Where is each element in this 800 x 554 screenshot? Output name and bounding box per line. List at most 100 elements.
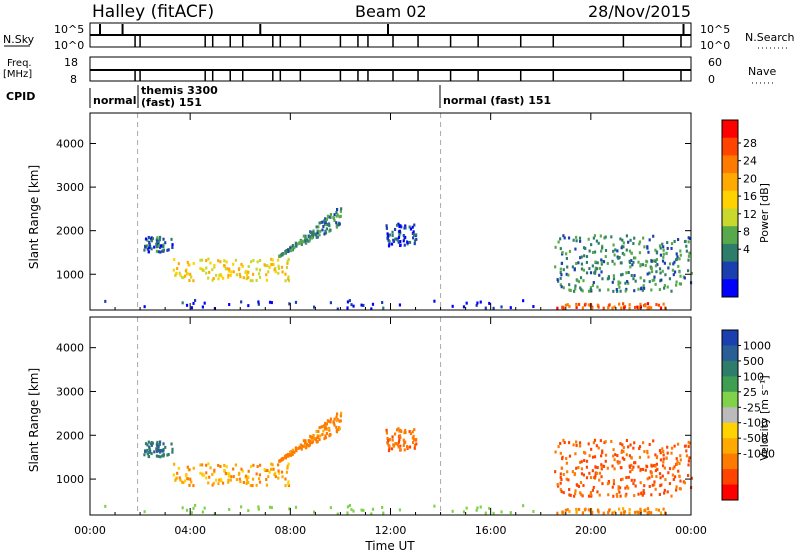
velocity-point [232,475,235,479]
power-point [403,226,406,230]
power-point [650,306,653,310]
velocity-point [628,464,631,468]
velocity-point [661,474,664,478]
power-point [397,240,400,244]
velocity-point [567,478,570,482]
power-point [158,238,161,242]
velocity-point [623,511,626,515]
power-point [300,239,303,243]
velocity-point [413,443,417,447]
power-point [594,266,597,270]
power-point [318,233,321,237]
velocity-point [637,492,640,496]
velocity-point [257,507,260,511]
power-point [647,250,650,254]
velocity-point [559,441,562,445]
velocity-point [192,506,195,510]
power-point [645,260,649,264]
velocity-point [663,488,666,492]
power-point [655,270,658,274]
velocity-point [143,510,146,514]
velocity-point [286,466,289,470]
velocity-point [615,492,618,496]
power-point [597,241,600,245]
power-point [653,275,656,279]
velocity-point [211,483,214,487]
velocity-point [568,454,572,458]
power-point [302,234,305,238]
velocity-point [181,506,184,510]
power-point [186,260,189,264]
velocity-point [286,464,289,468]
power-point [683,276,686,280]
power-point [286,261,289,265]
power-point [245,277,248,281]
velocity-point [390,447,394,451]
power-point [287,277,290,281]
power-point [592,281,595,285]
power-point [623,253,626,257]
velocity-point [622,507,625,511]
power-point [329,301,333,305]
power-point [311,231,314,235]
velocity-point [657,508,661,512]
velocity-point [312,510,316,514]
power-point [388,233,392,237]
power-point [287,279,291,283]
power-point [217,259,220,263]
velocity-point [563,441,566,445]
velocity-point [592,485,595,489]
velocity-point [589,476,593,480]
power-point [646,306,649,310]
power-point [621,238,624,242]
velocity-point [617,461,620,465]
velocity-point [554,470,557,474]
velocity-point [655,455,659,459]
velocity-point [323,437,326,441]
power-point [601,277,604,281]
velocity-point [582,473,585,477]
velocity-point [200,463,204,467]
velocity-point [644,509,647,513]
velocity-point [302,444,305,448]
power-point [683,240,687,244]
power-point [607,288,610,292]
power-point [263,263,266,267]
velocity-point [654,487,657,491]
velocity-point [221,481,225,485]
velocity-point [678,475,681,479]
velocity-point [572,494,576,498]
power-point [678,270,681,274]
velocity-point [362,508,365,512]
power-point [199,258,202,262]
velocity-point [659,511,663,515]
velocity-point [607,511,610,515]
power-point [388,242,391,246]
power-point [232,270,235,274]
velocity-point [643,484,646,488]
power-point [304,234,307,238]
power-point [582,268,585,272]
velocity-point [171,447,174,451]
power-point [280,252,283,256]
power-point [251,272,255,276]
velocity-point [186,477,189,481]
power-point [679,249,682,253]
power-point [622,245,625,249]
power-point [104,299,107,303]
velocity-point [239,480,242,484]
power-point [630,259,633,263]
velocity-point [620,478,623,482]
velocity-point [488,506,491,510]
power-point [560,285,563,289]
power-point [181,301,184,305]
power-point [201,305,204,309]
velocity-point [631,468,634,472]
power-point [628,249,632,253]
power-point [647,305,650,309]
velocity-point [293,450,296,454]
velocity-point [639,507,642,511]
velocity-point [654,469,658,473]
velocity-point [607,479,610,483]
velocity-point [156,440,159,444]
